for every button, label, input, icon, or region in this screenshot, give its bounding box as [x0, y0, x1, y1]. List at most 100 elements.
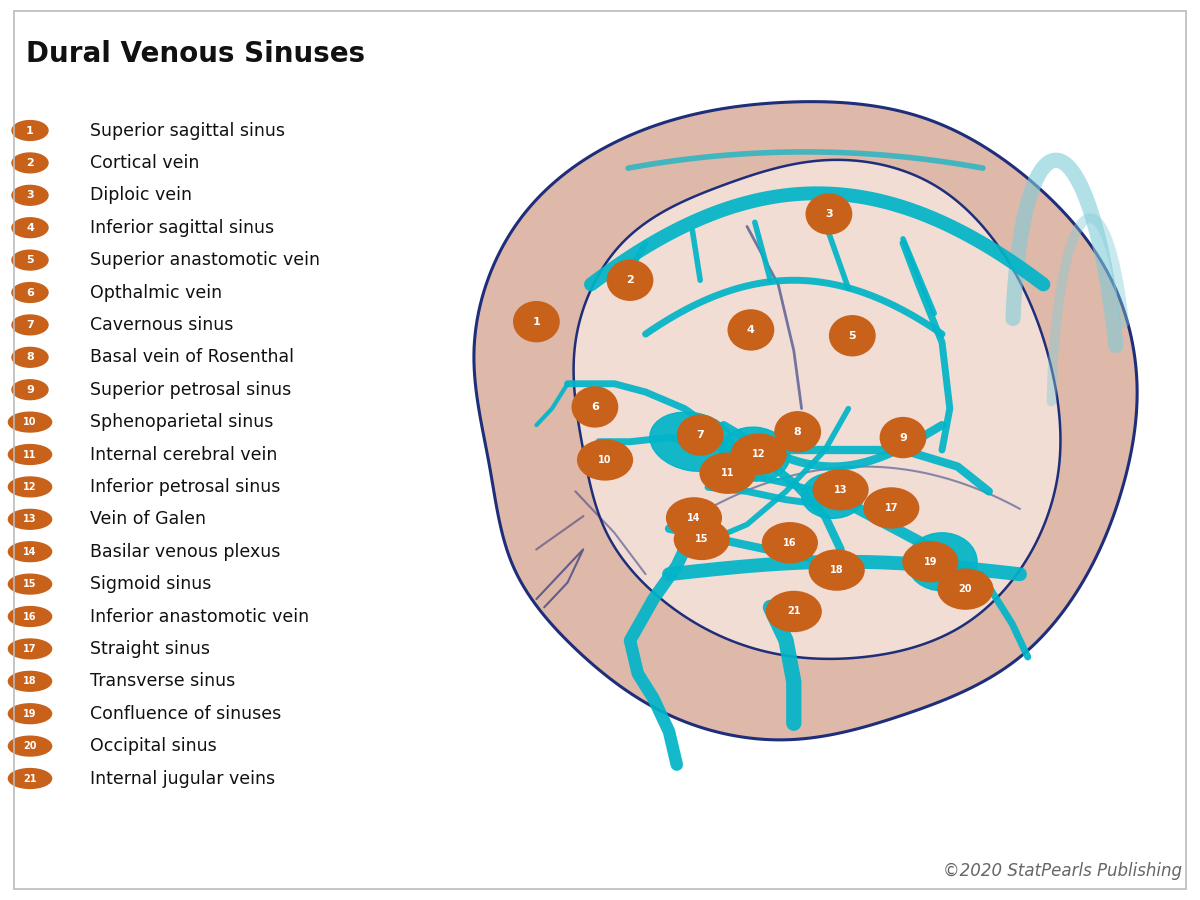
Text: 9: 9 — [899, 433, 907, 443]
Ellipse shape — [700, 453, 756, 494]
Text: 21: 21 — [23, 773, 37, 784]
Text: 19: 19 — [23, 708, 37, 719]
Text: 4: 4 — [746, 325, 755, 335]
Polygon shape — [474, 102, 1138, 740]
Text: Transverse sinus: Transverse sinus — [90, 672, 235, 690]
Text: 14: 14 — [23, 546, 37, 557]
Ellipse shape — [8, 607, 52, 626]
Ellipse shape — [12, 347, 48, 367]
Ellipse shape — [8, 445, 52, 464]
Ellipse shape — [829, 315, 876, 356]
Ellipse shape — [571, 386, 618, 427]
Ellipse shape — [666, 497, 722, 538]
Text: 13: 13 — [23, 514, 37, 525]
Text: 5: 5 — [848, 330, 856, 341]
Ellipse shape — [12, 218, 48, 238]
Ellipse shape — [8, 639, 52, 659]
Text: 1: 1 — [533, 317, 540, 327]
Text: 10: 10 — [23, 417, 37, 428]
Ellipse shape — [809, 549, 865, 590]
Text: 6: 6 — [590, 402, 599, 412]
Ellipse shape — [937, 569, 994, 610]
Ellipse shape — [8, 542, 52, 562]
Text: Cavernous sinus: Cavernous sinus — [90, 316, 233, 334]
Text: 12: 12 — [752, 449, 766, 459]
Text: 18: 18 — [830, 565, 844, 575]
Ellipse shape — [514, 301, 559, 342]
Text: 11: 11 — [721, 468, 734, 478]
Text: Sphenoparietal sinus: Sphenoparietal sinus — [90, 413, 274, 431]
Text: Opthalmic vein: Opthalmic vein — [90, 284, 222, 302]
Ellipse shape — [12, 283, 48, 302]
Ellipse shape — [766, 590, 822, 632]
Text: 19: 19 — [924, 557, 937, 567]
Text: Cortical vein: Cortical vein — [90, 154, 199, 172]
Ellipse shape — [8, 412, 52, 432]
Text: 12: 12 — [23, 482, 37, 492]
Text: Sigmoid sinus: Sigmoid sinus — [90, 575, 211, 593]
Ellipse shape — [673, 518, 730, 560]
Text: 16: 16 — [784, 537, 797, 548]
Ellipse shape — [12, 153, 48, 173]
Text: 2: 2 — [626, 275, 634, 285]
Text: Superior petrosal sinus: Superior petrosal sinus — [90, 381, 292, 399]
Ellipse shape — [805, 194, 852, 235]
Ellipse shape — [907, 533, 977, 590]
Text: Internal cerebral vein: Internal cerebral vein — [90, 446, 277, 464]
Text: 6: 6 — [26, 287, 34, 298]
Ellipse shape — [731, 434, 787, 475]
Text: Confluence of sinuses: Confluence of sinuses — [90, 705, 281, 723]
Ellipse shape — [762, 522, 818, 563]
Ellipse shape — [8, 574, 52, 594]
Ellipse shape — [812, 469, 869, 510]
Text: 15: 15 — [23, 579, 37, 590]
Text: 7: 7 — [696, 430, 704, 440]
Text: Dural Venous Sinuses: Dural Venous Sinuses — [26, 40, 366, 68]
Ellipse shape — [8, 736, 52, 756]
Text: 14: 14 — [688, 513, 701, 523]
Text: Superior anastomotic vein: Superior anastomotic vein — [90, 251, 320, 269]
Text: 20: 20 — [959, 584, 972, 594]
Ellipse shape — [12, 315, 48, 335]
Text: Occipital sinus: Occipital sinus — [90, 737, 217, 755]
Text: 9: 9 — [26, 384, 34, 395]
Text: Inferior anastomotic vein: Inferior anastomotic vein — [90, 608, 310, 625]
Text: 17: 17 — [884, 503, 898, 513]
Text: 2: 2 — [26, 158, 34, 168]
Ellipse shape — [8, 477, 52, 497]
Text: 5: 5 — [26, 255, 34, 266]
Ellipse shape — [12, 185, 48, 205]
Ellipse shape — [8, 704, 52, 724]
Ellipse shape — [12, 121, 48, 140]
Text: Basilar venous plexus: Basilar venous plexus — [90, 543, 281, 561]
Ellipse shape — [607, 259, 654, 301]
Text: 21: 21 — [787, 607, 800, 616]
Text: Basal vein of Rosenthal: Basal vein of Rosenthal — [90, 348, 294, 366]
Text: 15: 15 — [695, 535, 708, 544]
Text: 11: 11 — [23, 449, 37, 460]
Ellipse shape — [720, 428, 790, 482]
Ellipse shape — [863, 487, 919, 528]
Text: 10: 10 — [599, 454, 612, 465]
Ellipse shape — [774, 411, 821, 453]
Text: Internal jugular veins: Internal jugular veins — [90, 770, 275, 788]
Polygon shape — [574, 160, 1061, 659]
Text: Inferior sagittal sinus: Inferior sagittal sinus — [90, 219, 274, 237]
Ellipse shape — [802, 472, 864, 518]
Text: Diploic vein: Diploic vein — [90, 186, 192, 204]
Ellipse shape — [12, 250, 48, 270]
Text: 3: 3 — [826, 209, 833, 219]
Text: 4: 4 — [26, 222, 34, 233]
Text: 20: 20 — [23, 741, 37, 751]
Ellipse shape — [650, 412, 734, 472]
Ellipse shape — [902, 541, 959, 582]
Ellipse shape — [677, 414, 724, 455]
Text: 18: 18 — [23, 676, 37, 687]
Text: Inferior petrosal sinus: Inferior petrosal sinus — [90, 478, 281, 496]
Ellipse shape — [577, 439, 634, 481]
Text: Superior sagittal sinus: Superior sagittal sinus — [90, 122, 286, 140]
Text: 8: 8 — [26, 352, 34, 363]
Text: 16: 16 — [23, 611, 37, 622]
Text: Vein of Galen: Vein of Galen — [90, 510, 206, 528]
Ellipse shape — [880, 417, 926, 458]
